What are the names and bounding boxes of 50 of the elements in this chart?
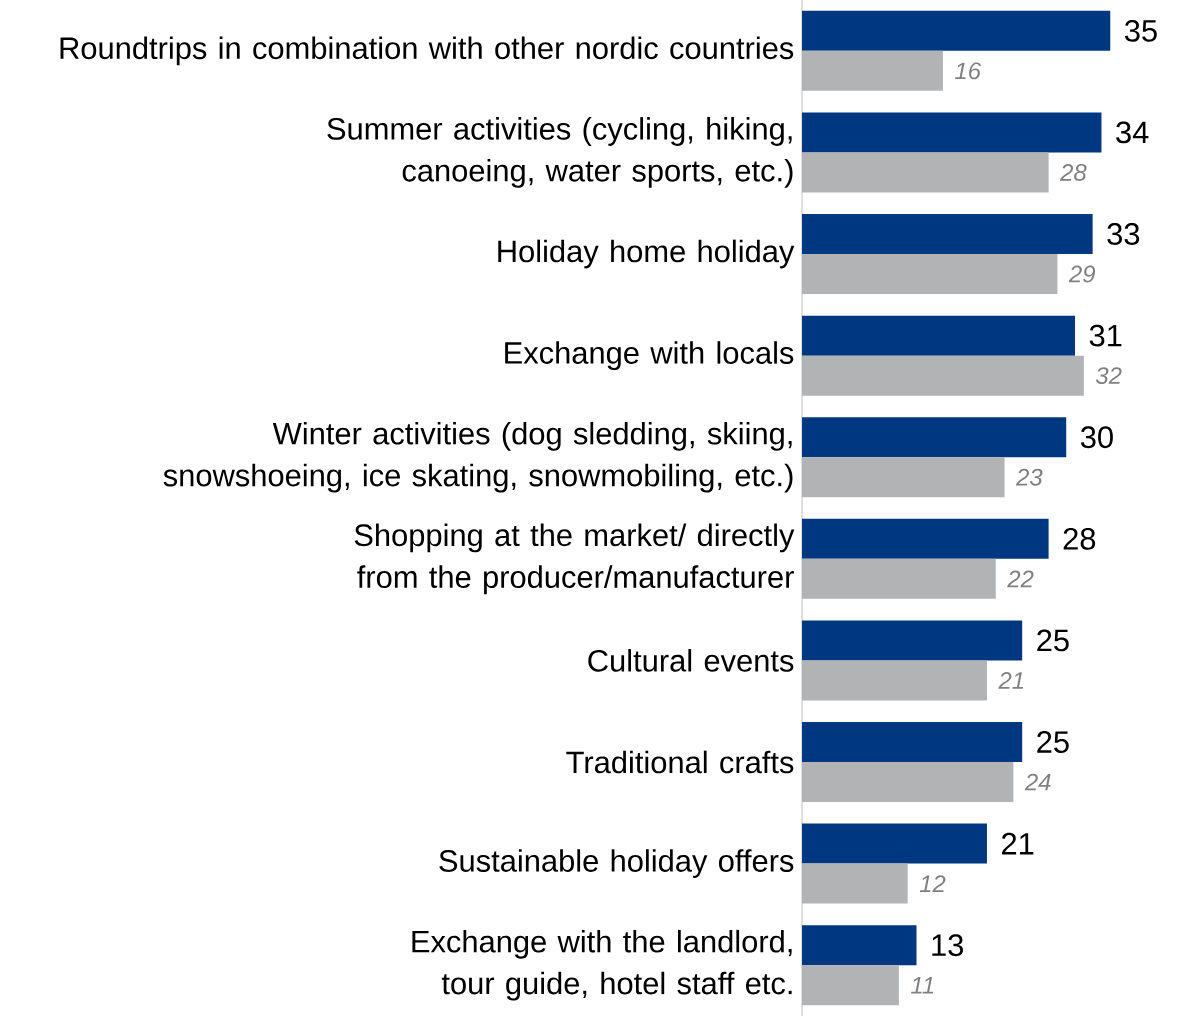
bar <box>802 660 987 701</box>
bar <box>802 518 1049 559</box>
data-label: 35 <box>1124 19 1157 42</box>
bar <box>802 50 943 91</box>
bar <box>802 112 1102 153</box>
bar <box>802 315 1076 356</box>
bar <box>802 863 908 904</box>
y-tick-label: Roundtrips in combination with other nordic countries <box>60 36 794 66</box>
bar <box>802 965 899 1006</box>
y-tick-label: Exchange with the landlord, tour guide, hotel staff etc. <box>412 929 792 1001</box>
data-label: 29 <box>1068 265 1096 283</box>
bar <box>802 417 1067 458</box>
bar <box>802 152 1049 193</box>
data-label: 12 <box>919 875 946 892</box>
data-label: 30 <box>1080 426 1113 449</box>
data-label: 25 <box>1037 731 1069 753</box>
data-label: 24 <box>1024 773 1051 791</box>
y-tick-label: Exchange with locals <box>505 341 794 371</box>
bar <box>802 214 1093 255</box>
data-label: 28 <box>1059 163 1087 181</box>
bar <box>802 558 996 599</box>
data-label: 16 <box>955 62 982 80</box>
bar <box>802 762 1014 803</box>
bar <box>802 925 917 966</box>
bar <box>802 722 1023 763</box>
bar <box>802 355 1084 396</box>
data-label: 28 <box>1063 527 1096 550</box>
data-label: 22 <box>1007 570 1034 588</box>
bar <box>802 254 1058 295</box>
data-label: 25 <box>1037 629 1069 652</box>
data-label: 34 <box>1116 121 1149 144</box>
y-tick-label: Winter activities (dog sledding, skiing, snowshoeing, ice skating, snowmobiling, etc.) <box>163 421 793 493</box>
bar <box>802 620 1023 661</box>
y-tick-label: Sustainable holiday offers <box>439 849 794 878</box>
bar <box>802 457 1005 498</box>
data-label: 21 <box>998 672 1024 689</box>
y-tick-label: Traditional crafts <box>566 750 794 774</box>
data-label: 21 <box>1002 832 1034 855</box>
y-tick-label: Summer activities (cycling, hiking, canoeing, water sports, etc.) <box>327 117 793 188</box>
y-tick-label: Holiday home holiday <box>498 239 795 269</box>
data-label: 32 <box>1095 367 1122 385</box>
data-label: 13 <box>932 934 964 957</box>
data-label: 33 <box>1107 223 1140 245</box>
data-label: 23 <box>1015 468 1043 486</box>
bar <box>802 10 1111 51</box>
data-label: 11 <box>911 976 934 994</box>
y-tick-label: Shopping at the market/ directly from the producer/manufacturer <box>354 523 795 595</box>
bar <box>802 823 987 864</box>
y-tick-label: Cultural events <box>588 649 794 672</box>
data-label: 31 <box>1089 324 1122 347</box>
